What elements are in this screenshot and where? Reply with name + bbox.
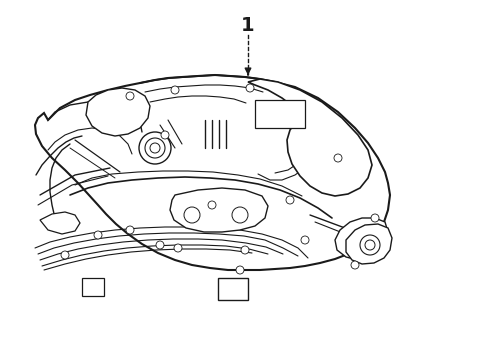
Circle shape (236, 266, 244, 274)
Polygon shape (86, 88, 150, 136)
Circle shape (360, 235, 380, 255)
Circle shape (241, 246, 249, 254)
Circle shape (150, 143, 160, 153)
Polygon shape (335, 218, 388, 260)
Polygon shape (248, 79, 372, 196)
Circle shape (371, 214, 379, 222)
Bar (218, 278, 248, 300)
Polygon shape (35, 75, 390, 270)
Circle shape (286, 196, 294, 204)
Polygon shape (170, 188, 268, 232)
Circle shape (351, 261, 359, 269)
Circle shape (61, 251, 69, 259)
Circle shape (171, 86, 179, 94)
Text: 1: 1 (241, 15, 255, 35)
Bar (82, 278, 104, 296)
Circle shape (139, 132, 171, 164)
Circle shape (246, 84, 254, 92)
Circle shape (161, 131, 169, 139)
Circle shape (156, 241, 164, 249)
Circle shape (174, 244, 182, 252)
Bar (255, 100, 305, 128)
Circle shape (126, 92, 134, 100)
Circle shape (126, 226, 134, 234)
Circle shape (94, 231, 102, 239)
Circle shape (301, 236, 309, 244)
Circle shape (184, 207, 200, 223)
Circle shape (232, 207, 248, 223)
Polygon shape (346, 224, 392, 264)
Circle shape (334, 154, 342, 162)
Polygon shape (40, 212, 80, 234)
Circle shape (208, 201, 216, 209)
Circle shape (145, 138, 165, 158)
Circle shape (365, 240, 375, 250)
